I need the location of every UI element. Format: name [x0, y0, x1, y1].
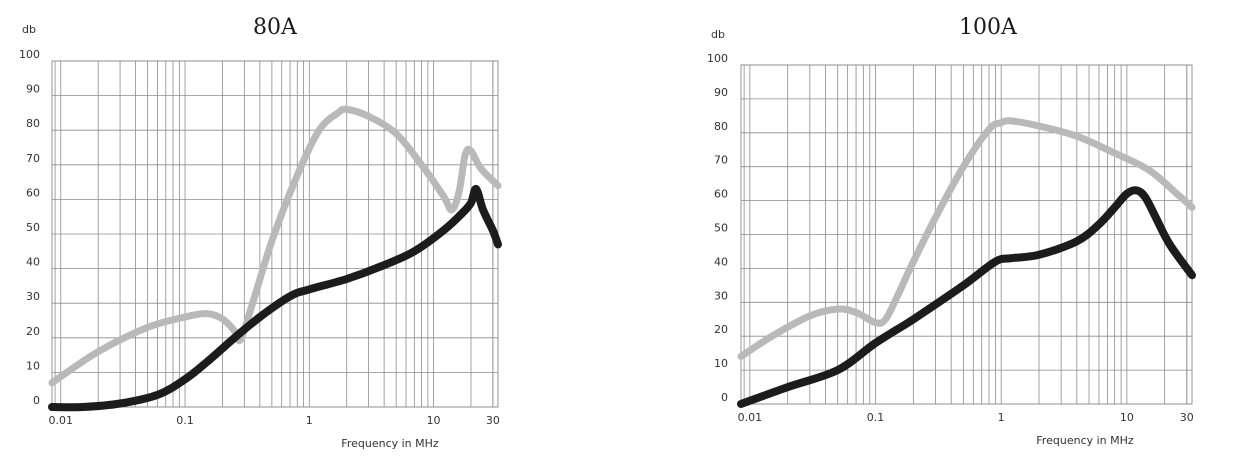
y-tick-label: 20	[714, 323, 728, 336]
y-tick-label: 60	[26, 186, 40, 199]
x-tick-label: 10	[427, 414, 441, 427]
y-tick-label: 70	[26, 152, 40, 165]
plot-frame	[740, 64, 1193, 405]
y-tick-label: 20	[26, 325, 40, 338]
chart-title: 100A	[959, 15, 1018, 40]
y-tick-label: 40	[714, 255, 728, 268]
y-tick-label: 50	[714, 222, 728, 235]
x-tick-label: 30	[486, 414, 500, 427]
x-tick-label: 0.01	[738, 411, 763, 424]
y-tick-label: 10	[714, 357, 728, 370]
y-tick-label: 80	[26, 117, 40, 130]
chart-100a: 100A db 0 10 20 30 40 50 60 70 80 90 100 0.01 0.1 1 10 30…	[707, 15, 1196, 447]
y-tick-label: 90	[26, 83, 40, 96]
y-axis-label: db	[711, 28, 725, 41]
y-tick-label: 70	[714, 154, 728, 167]
y-tick-label: 30	[714, 289, 728, 302]
x-tick-label: 0.1	[867, 411, 885, 424]
y-tick-label: 90	[714, 86, 728, 99]
chart-title: 80A	[253, 15, 298, 40]
x-axis-label: Frequency in MHz	[1036, 434, 1134, 447]
y-tick-label: 50	[26, 221, 40, 234]
series-line-black	[48, 184, 502, 412]
chart-80a: 80A db 0 10 20 30 40 50 60 70 80 90 100 0.01 0.1 1 10 30 F…	[19, 15, 502, 450]
y-tick-label: 40	[26, 256, 40, 269]
y-tick-label: 100	[19, 48, 40, 61]
y-tick-label: 100	[707, 52, 728, 65]
series-line-gray	[48, 105, 502, 387]
y-axis-label: db	[22, 23, 36, 36]
x-tick-label: 10	[1120, 411, 1134, 424]
series-line-gray	[737, 117, 1196, 360]
x-tick-label: 0.01	[49, 414, 74, 427]
x-axis-label: Frequency in MHz	[341, 437, 439, 450]
y-tick-label: 30	[26, 290, 40, 303]
y-tick-label: 10	[26, 359, 40, 372]
y-tick-label: 60	[714, 188, 728, 201]
y-tick-label: 80	[714, 120, 728, 133]
x-tick-label: 1	[306, 414, 313, 427]
y-tick-label: 0	[33, 394, 40, 407]
y-tick-label: 0	[721, 391, 728, 404]
x-tick-label: 1	[998, 411, 1005, 424]
x-tick-label: 0.1	[176, 414, 194, 427]
series-line-black	[737, 186, 1196, 408]
x-tick-label: 30	[1180, 411, 1194, 424]
